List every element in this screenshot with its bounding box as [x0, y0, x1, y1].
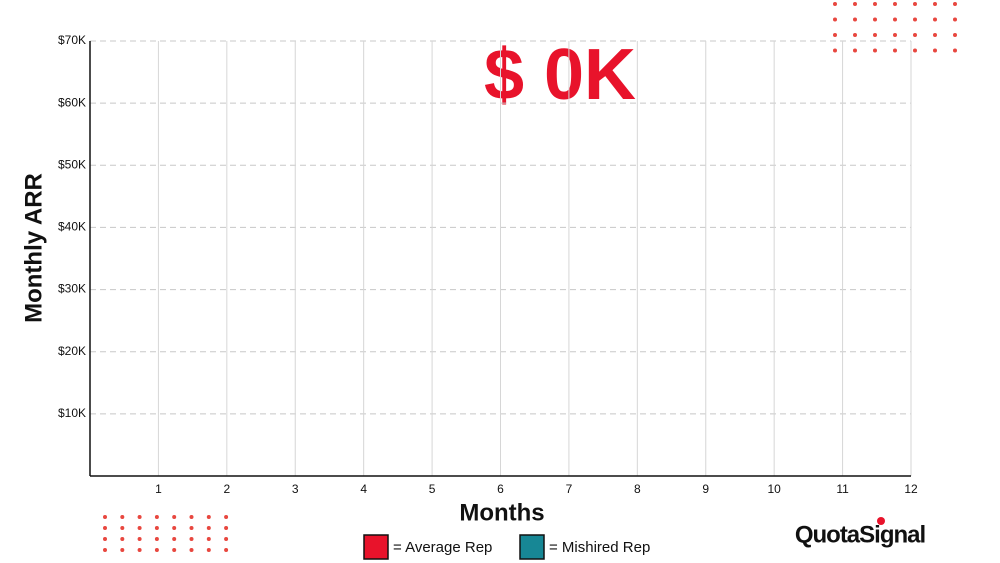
y-tick-label: $20K	[58, 344, 86, 358]
x-tick-label: 7	[566, 482, 573, 496]
decor-dot	[953, 17, 957, 22]
decor-dot	[873, 48, 877, 53]
decor-dot	[893, 33, 897, 37]
decor-dot	[137, 515, 142, 519]
x-tick-label: 10	[767, 482, 781, 496]
legend-label: = Average Rep	[393, 539, 492, 556]
decor-dot	[137, 526, 142, 530]
decor-dot	[154, 526, 159, 530]
decor-dot	[953, 2, 957, 6]
decor-dot	[172, 537, 177, 541]
decor-dot	[833, 17, 837, 22]
y-tick-label: $40K	[58, 220, 86, 234]
x-tick-label: 11	[836, 482, 849, 496]
logo-icon	[877, 517, 885, 525]
x-tick-label: 1	[155, 482, 162, 496]
decor-dot	[137, 537, 142, 541]
decor-dot	[154, 515, 159, 519]
decor-dot	[933, 33, 937, 37]
decor-dot	[103, 537, 107, 541]
y-tick-label: $60K	[58, 95, 86, 109]
decor-dot	[189, 548, 194, 552]
decor-dot	[933, 17, 937, 22]
x-tick-label: 9	[702, 482, 709, 496]
decor-dot	[120, 526, 125, 530]
x-tick-label: 2	[223, 482, 230, 496]
decor-dot	[833, 48, 837, 53]
decor-dot	[206, 526, 211, 530]
decor-dot	[206, 515, 211, 519]
legend-swatch	[363, 534, 389, 560]
x-tick-label: 3	[292, 482, 299, 496]
decor-dot	[120, 548, 125, 552]
decor-dot	[853, 2, 857, 6]
y-tick-label: $70K	[58, 33, 86, 47]
decor-dot	[154, 537, 159, 541]
brand-logo: QuotaSignal	[795, 521, 925, 548]
decor-dot	[189, 515, 194, 519]
legend-swatch	[519, 534, 545, 560]
decor-dot	[224, 515, 229, 519]
decor-dot	[873, 2, 877, 6]
decor-dot	[172, 548, 177, 552]
decor-dot	[224, 548, 229, 552]
decor-dot	[172, 526, 177, 530]
decor-dot	[189, 537, 194, 541]
decor-dot	[103, 526, 107, 530]
legend-label: = Mishired Rep	[549, 539, 650, 556]
decor-dot	[103, 515, 107, 519]
decor-dot	[913, 17, 917, 22]
decor-dot	[893, 2, 897, 6]
y-axis-label: Monthly ARR	[20, 173, 47, 323]
decor-dot	[206, 537, 211, 541]
decor-dot	[853, 17, 857, 22]
decor-dot	[913, 48, 917, 53]
decor-dot	[833, 2, 837, 6]
decor-dot	[172, 515, 177, 519]
decor-dot	[873, 33, 877, 37]
decor-dot	[853, 48, 857, 53]
decor-dot	[933, 2, 937, 6]
x-tick-label: 12	[904, 482, 918, 496]
annotation: $ 0K	[484, 35, 636, 115]
x-tick-label: 6	[497, 482, 504, 496]
decor-dot	[953, 48, 957, 53]
decor-dot	[154, 548, 159, 552]
decor-dot	[933, 48, 937, 53]
x-axis-label: Months	[459, 499, 544, 526]
decor-dot	[206, 548, 211, 552]
decor-dot	[953, 33, 957, 37]
x-tick-label: 8	[634, 482, 641, 496]
decor-dot	[873, 17, 877, 22]
decor-dot	[137, 548, 142, 552]
decor-dot	[189, 526, 194, 530]
decor-dot	[913, 2, 917, 6]
decor-dot	[120, 515, 125, 519]
y-tick-label: $30K	[58, 282, 86, 296]
decor-dot	[853, 33, 857, 37]
decor-dot	[833, 33, 837, 37]
decor-dot	[893, 17, 897, 22]
y-tick-label: $10K	[58, 406, 86, 420]
decor-dot	[224, 537, 229, 541]
decor-dot	[893, 48, 897, 53]
decor-dot	[120, 537, 125, 541]
x-tick-label: 5	[429, 482, 436, 496]
decor-dot	[103, 548, 107, 552]
y-tick-label: $50K	[58, 157, 86, 171]
decor-dot	[224, 526, 229, 530]
decor-dot	[913, 33, 917, 37]
x-tick-label: 4	[360, 482, 367, 496]
